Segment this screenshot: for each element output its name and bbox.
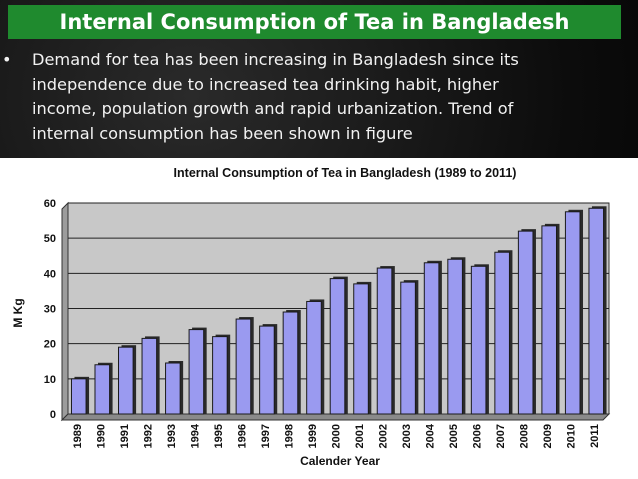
- x-tick-label: 1992: [142, 424, 154, 448]
- x-tick-label: 1993: [166, 424, 178, 448]
- bar: [188, 329, 205, 415]
- bar: [353, 283, 369, 415]
- x-tick-label: 1991: [119, 424, 131, 448]
- x-tick-label: 2000: [331, 424, 343, 448]
- x-tick-label: 1999: [307, 424, 319, 448]
- bar: [423, 262, 440, 415]
- x-tick-label: 2003: [401, 424, 413, 448]
- x-tick-label: 2006: [472, 424, 484, 448]
- chart-title: Internal Consumption of Tea in Banglades…: [174, 166, 517, 180]
- chart-panel: Internal Consumption of Tea in Banglades…: [0, 158, 638, 479]
- x-tick-label: 2007: [495, 424, 507, 448]
- x-tick-label: 2005: [448, 424, 460, 448]
- bar: [541, 225, 557, 415]
- y-tick-label: 50: [44, 233, 56, 245]
- bar: [235, 318, 252, 415]
- bullet-line-1: Demand for tea has been increasing in Ba…: [32, 50, 519, 69]
- bar: [70, 378, 87, 415]
- bullet-marker: •: [2, 50, 12, 69]
- x-tick-label: 1998: [283, 424, 295, 448]
- x-tick-label: 1995: [213, 424, 225, 448]
- bar: [212, 336, 228, 415]
- x-tick-label: 2002: [378, 424, 390, 448]
- x-tick-label: 1996: [236, 424, 248, 448]
- plot-floor: [60, 413, 611, 421]
- bar: [376, 267, 393, 415]
- bar: [329, 278, 346, 415]
- x-tick-label: 1990: [95, 424, 107, 448]
- y-tick-label: 0: [50, 409, 56, 421]
- slide-title: Internal Consumption of Tea in Banglades…: [8, 5, 621, 39]
- x-tick-label: 2010: [566, 424, 578, 448]
- y-tick-label: 40: [44, 268, 56, 280]
- bar: [470, 265, 487, 415]
- bullet-paragraph: • Demand for tea has been increasing in …: [2, 48, 627, 146]
- y-axis-label: M Kg: [11, 298, 25, 327]
- x-tick-label: 2008: [519, 424, 531, 448]
- bar: [118, 346, 134, 415]
- bar-chart: Internal Consumption of Tea in Banglades…: [11, 166, 611, 468]
- x-axis-label: Calender Year: [300, 454, 380, 468]
- bar: [564, 211, 581, 415]
- bar: [588, 207, 605, 415]
- x-tick-label: 2011: [589, 424, 601, 448]
- y-tick-label: 10: [44, 374, 56, 386]
- x-tick-label: 1997: [260, 424, 272, 448]
- bar: [282, 311, 299, 415]
- x-tick-label: 2001: [354, 424, 366, 448]
- bar: [447, 258, 463, 415]
- y-tick-label: 20: [44, 339, 56, 351]
- bar: [517, 230, 534, 415]
- x-tick-label: 2009: [542, 424, 554, 448]
- bar: [94, 364, 111, 415]
- bullet-line-4: internal consumption has been shown in f…: [32, 123, 413, 143]
- bar: [400, 281, 416, 415]
- bar: [165, 362, 181, 415]
- bullet-line-2: independence due to increased tea drinki…: [32, 74, 499, 94]
- y-tick-label: 60: [44, 198, 56, 210]
- x-tick-label: 1989: [72, 424, 84, 448]
- plot-side-wall: [61, 201, 69, 422]
- bullet-line-3: income, population growth and rapid urba…: [32, 99, 514, 118]
- bar: [259, 325, 275, 415]
- y-tick-label: 30: [44, 304, 56, 316]
- x-tick-label: 1994: [189, 423, 201, 448]
- x-tick-label: 2004: [425, 423, 437, 448]
- bar: [141, 337, 158, 415]
- bar: [494, 251, 510, 415]
- bar: [306, 300, 322, 415]
